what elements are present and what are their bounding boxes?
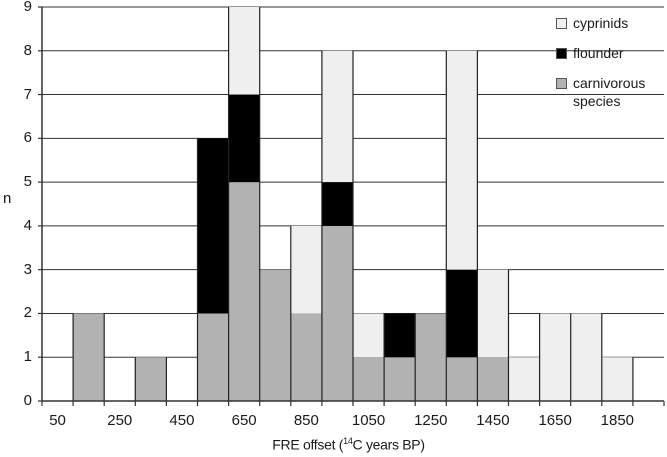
x-axis-label-suffix: C years BP) [352, 436, 425, 453]
bar-segment [197, 313, 229, 401]
bar-segment [73, 313, 105, 401]
bar-segment [290, 225, 322, 314]
bar-segment [601, 357, 633, 401]
x-tick-label: 1050 [351, 412, 386, 429]
x-axis-label-prefix: FRE offset ( [272, 436, 344, 453]
bar-segment [321, 225, 353, 401]
bar-segment [570, 313, 602, 401]
bar-segment [539, 313, 571, 401]
bar-segment [290, 313, 322, 401]
y-tick-label: 2 [23, 304, 32, 322]
bar-segment [446, 50, 478, 270]
legend-label: flounder [573, 45, 624, 61]
bar-segment [228, 182, 260, 401]
bar-segment [384, 313, 416, 358]
x-tick-label: 450 [169, 412, 195, 429]
bar-segment [477, 269, 509, 358]
legend-item-flounder: flounder [556, 44, 667, 62]
legend-label: cyprinids [573, 15, 629, 31]
x-axis-label: FRE offset (14C years BP) [0, 436, 667, 453]
y-tick-label: 8 [23, 41, 32, 59]
legend: cyprinids flounder carnivorous species [556, 14, 667, 122]
cyprinids-swatch-icon [556, 18, 567, 29]
bar-segment [259, 269, 291, 401]
bar-segment [446, 269, 478, 358]
x-tick-label: 1250 [414, 412, 448, 429]
y-tick-label: 4 [23, 216, 32, 234]
legend-item-carnivorous: carnivorous species [556, 74, 667, 110]
y-tick-label: 5 [23, 173, 32, 191]
flounder-swatch-icon [556, 48, 567, 59]
x-tick-label: 50 [49, 412, 66, 429]
bar-segment [384, 357, 416, 401]
x-tick-label: 1850 [600, 412, 635, 429]
legend-item-cyprinids: cyprinids [556, 14, 667, 32]
x-tick-label: 650 [231, 412, 257, 429]
bar-segment [446, 357, 478, 401]
bar-segment [508, 357, 540, 401]
y-tick-label: 0 [23, 392, 32, 409]
bar-segment [477, 357, 509, 401]
x-tick-label: 250 [107, 412, 133, 429]
bar-segment [197, 138, 229, 314]
bar-segment [228, 7, 260, 95]
y-axis-label: n [3, 190, 12, 207]
y-tick-label: 9 [23, 0, 32, 15]
bar-segment [415, 313, 447, 401]
y-tick-label: 6 [23, 129, 32, 147]
bar-segment [321, 182, 353, 226]
legend-label: carnivorous species [573, 75, 646, 109]
bar-segment [135, 357, 167, 401]
x-tick-label: 1450 [476, 412, 510, 429]
y-tick-label: 1 [23, 348, 32, 366]
x-tick-label: 1650 [538, 412, 572, 429]
y-tick-label: 7 [23, 85, 32, 103]
carnivorous-swatch-icon [556, 78, 567, 89]
y-tick-label: 3 [23, 260, 32, 278]
bar-segment [353, 313, 385, 358]
bar-segment [321, 50, 353, 183]
bar-segment [353, 357, 385, 401]
x-axis-label-superscript: 14 [343, 436, 353, 446]
bar-segment [228, 94, 260, 183]
x-tick-label: 850 [293, 412, 319, 429]
